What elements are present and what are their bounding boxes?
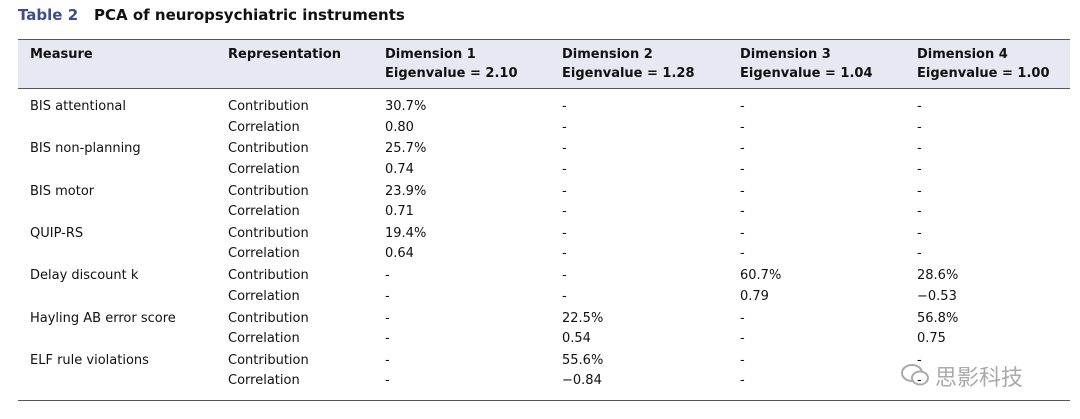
measure: BIS attentional <box>30 99 127 114</box>
cell: Correlation <box>228 331 300 346</box>
cell: - <box>562 141 567 157</box>
cell: - <box>562 183 567 199</box>
cell: - <box>562 99 567 114</box>
column-header: Dimension 2 <box>562 47 653 62</box>
cell: - <box>562 288 567 304</box>
cell: - <box>740 352 745 368</box>
column-eigenvalue: Eigenvalue = 1.00 <box>917 66 1050 81</box>
cell: Correlation <box>228 161 300 177</box>
cell: Correlation <box>228 288 300 304</box>
cell: 60.7% <box>740 268 782 284</box>
cell: 0.54 <box>562 331 591 346</box>
measure: QUIP-RS <box>30 225 84 241</box>
cell: - <box>917 119 922 135</box>
cell: - <box>917 352 922 368</box>
cell: 0.74 <box>385 161 414 177</box>
cell: 19.4% <box>385 225 427 241</box>
cell: - <box>385 373 390 389</box>
cell: - <box>740 246 745 262</box>
column-eigenvalue: Eigenvalue = 1.28 <box>562 66 695 81</box>
table-title: PCA of neuropsychiatric instruments <box>94 6 405 24</box>
cell: −0.84 <box>562 373 602 389</box>
column-header: Dimension 3 <box>740 47 831 62</box>
measure: Hayling AB error score <box>30 310 176 326</box>
cell: - <box>385 268 390 284</box>
column-header: Dimension 1 <box>385 47 476 62</box>
cell: 56.8% <box>917 310 959 326</box>
cell: 0.64 <box>385 246 414 262</box>
column-eigenvalue: Eigenvalue = 2.10 <box>385 66 518 81</box>
cell: Contribution <box>228 141 309 157</box>
cell: - <box>917 141 922 157</box>
cell: - <box>917 225 922 241</box>
cell: - <box>917 99 922 114</box>
cell: - <box>917 373 922 389</box>
cell: - <box>740 225 745 241</box>
cell: - <box>740 183 745 199</box>
cell: 23.9% <box>385 183 427 199</box>
cell: Contribution <box>228 183 309 199</box>
measure: BIS non-planning <box>30 141 141 157</box>
cell: 0.79 <box>740 288 769 304</box>
cell: −0.53 <box>917 288 957 304</box>
table-label: Table 2 <box>18 6 79 24</box>
cell: - <box>740 141 745 157</box>
cell: 0.75 <box>917 331 946 346</box>
cell: - <box>385 331 390 346</box>
cell: 0.80 <box>385 119 414 135</box>
column-eigenvalue: Eigenvalue = 1.04 <box>740 66 873 81</box>
cell: Contribution <box>228 352 309 368</box>
cell: - <box>740 161 745 177</box>
cell: - <box>740 373 745 389</box>
cell: Contribution <box>228 310 309 326</box>
cell: - <box>385 310 390 326</box>
cell: - <box>385 352 390 368</box>
cell: - <box>562 268 567 284</box>
cell: 22.5% <box>562 310 604 326</box>
wechat-icon <box>901 364 929 386</box>
header-rule <box>18 88 1070 89</box>
cell: - <box>562 119 567 135</box>
measure: BIS motor <box>30 183 95 199</box>
cell: - <box>917 183 922 199</box>
watermark: 思影科技 <box>935 366 1024 391</box>
cell: - <box>562 204 567 220</box>
top-rule <box>18 39 1070 40</box>
cell: Correlation <box>228 246 300 262</box>
measure: Delay discount k <box>30 268 139 284</box>
cell: Contribution <box>228 225 309 241</box>
cell: - <box>917 204 922 220</box>
cell: - <box>740 204 745 220</box>
cell: - <box>385 288 390 304</box>
cell: - <box>917 161 922 177</box>
cell: - <box>562 225 567 241</box>
cell: Correlation <box>228 204 300 220</box>
cell: Correlation <box>228 373 300 389</box>
bottom-rule <box>18 400 1070 401</box>
cell: 55.6% <box>562 352 604 368</box>
cell: 25.7% <box>385 141 427 157</box>
column-header: Dimension 4 <box>917 47 1008 62</box>
cell: Correlation <box>228 119 300 135</box>
cell: - <box>740 331 745 346</box>
cell: 0.71 <box>385 204 414 220</box>
measure: ELF rule violations <box>30 352 149 368</box>
column-header: Representation <box>228 47 342 62</box>
cell: Contribution <box>228 99 309 114</box>
cell: - <box>917 246 922 262</box>
cell: - <box>740 99 745 114</box>
cell: - <box>562 246 567 262</box>
cell: - <box>740 119 745 135</box>
cell: - <box>562 161 567 177</box>
column-header: Measure <box>30 47 93 62</box>
cell: Contribution <box>228 268 309 284</box>
cell: - <box>740 310 745 326</box>
cell: 30.7% <box>385 99 427 114</box>
cell: 28.6% <box>917 268 959 284</box>
header-background <box>18 40 1070 88</box>
